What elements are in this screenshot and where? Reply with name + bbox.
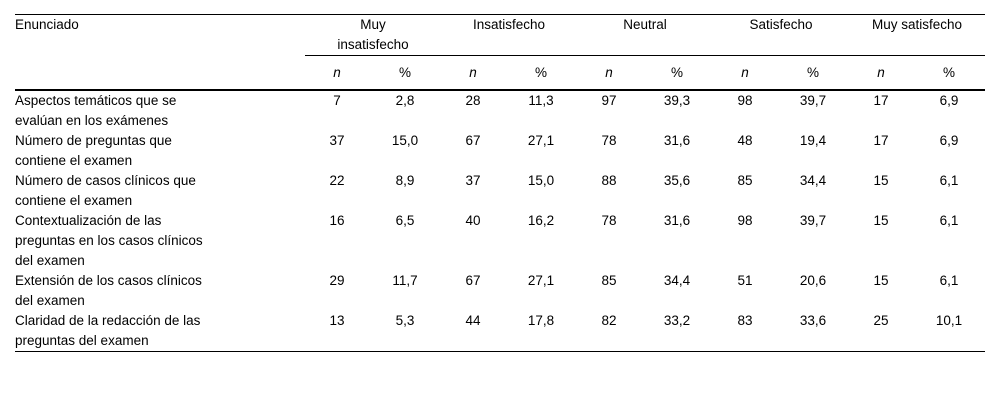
value-cell: 17,8 <box>527 313 555 328</box>
value-cell: 31,6 <box>663 133 691 148</box>
value-cell: 34,4 <box>663 273 691 288</box>
value-cell: 27,1 <box>527 273 555 288</box>
table-container: Enunciado Muy insatisfecho Insatisfecho … <box>15 14 986 352</box>
value-cell: 39,7 <box>799 213 827 228</box>
value-cell: 16,2 <box>527 213 555 228</box>
value-cell: 83 <box>737 313 753 328</box>
value-cell: 33,2 <box>663 313 691 328</box>
value-cell: 82 <box>601 313 617 328</box>
value-cell: 40 <box>465 213 481 228</box>
value-cell: 15,0 <box>391 133 419 148</box>
value-cell: 97 <box>601 93 617 108</box>
value-cell: 33,6 <box>799 313 827 328</box>
value-cell: 15 <box>873 173 889 188</box>
group-header-neutral: Neutral <box>577 14 714 56</box>
group-header-satisfecho: Satisfecho <box>713 14 850 56</box>
value-cell: 44 <box>465 313 481 328</box>
value-cell: 17 <box>873 133 889 148</box>
value-cell: 10,1 <box>935 313 963 328</box>
subheader-n: n <box>441 55 506 91</box>
subheader-pct: % <box>913 55 986 91</box>
row-label: Aspectos temáticos que se evalúan en los… <box>15 93 177 128</box>
subheader-pct: % <box>369 55 442 91</box>
value-cell: 85 <box>601 273 617 288</box>
table-row: Aspectos temáticos que se evalúan en los… <box>15 90 985 131</box>
column-header-enunciado: Enunciado <box>15 14 305 91</box>
value-cell: 22 <box>329 173 345 188</box>
value-cell: 35,6 <box>663 173 691 188</box>
subheader-pct: % <box>641 55 714 91</box>
subheader-pct: % <box>777 55 850 91</box>
subheader-n: n <box>577 55 642 91</box>
value-cell: 25 <box>873 313 889 328</box>
row-label: Claridad de la redacción de las pregunta… <box>15 313 201 348</box>
group-header-row: Enunciado Muy insatisfecho Insatisfecho … <box>15 14 986 91</box>
value-cell: 7 <box>333 93 341 108</box>
value-cell: 15 <box>873 213 889 228</box>
value-cell: 11,7 <box>392 273 418 288</box>
value-cell: 8,9 <box>395 173 415 188</box>
value-cell: 37 <box>329 133 345 148</box>
value-cell: 48 <box>737 133 753 148</box>
subheader-n: n <box>305 55 369 91</box>
value-cell: 29 <box>329 273 345 288</box>
group-header-muy-satisfecho: Muy satisfecho <box>849 14 986 56</box>
value-cell: 37 <box>465 173 481 188</box>
row-label: Número de casos clínicos que contiene el… <box>15 173 196 208</box>
value-cell: 27,1 <box>527 133 555 148</box>
subheader-n: n <box>849 55 914 91</box>
table-row: Número de casos clínicos que contiene el… <box>15 171 985 211</box>
value-cell: 6,9 <box>939 93 959 108</box>
value-cell: 6,1 <box>939 213 959 228</box>
value-cell: 31,6 <box>663 213 691 228</box>
value-cell: 85 <box>737 173 753 188</box>
value-cell: 19,4 <box>799 133 827 148</box>
value-cell: 67 <box>465 273 481 288</box>
value-cell: 51 <box>737 273 753 288</box>
subheader-row: n % n % n % n % n % <box>15 55 986 91</box>
value-cell: 98 <box>737 213 753 228</box>
value-cell: 67 <box>465 133 481 148</box>
value-cell: 11,3 <box>528 93 554 108</box>
group-header-muy-insatisfecho: Muy insatisfecho <box>305 14 442 56</box>
table-row: Claridad de la redacción de las pregunta… <box>15 311 985 352</box>
value-cell: 2,8 <box>395 93 415 108</box>
value-cell: 15,0 <box>527 173 555 188</box>
value-cell: 13 <box>329 313 345 328</box>
table-row: Contextualización de las preguntas en lo… <box>15 211 985 271</box>
value-cell: 5,3 <box>395 313 415 328</box>
value-cell: 39,3 <box>663 93 691 108</box>
row-label: Contextualización de las preguntas en lo… <box>15 213 203 268</box>
table-row: Extensión de los casos clínicos del exam… <box>15 271 985 311</box>
value-cell: 6,5 <box>395 213 415 228</box>
value-cell: 34,4 <box>799 173 827 188</box>
row-label: Extensión de los casos clínicos del exam… <box>15 273 202 308</box>
value-cell: 78 <box>601 133 617 148</box>
value-cell: 88 <box>601 173 617 188</box>
row-label: Número de preguntas que contiene el exam… <box>15 133 172 168</box>
value-cell: 78 <box>601 213 617 228</box>
value-cell: 98 <box>737 93 753 108</box>
subheader-n: n <box>713 55 778 91</box>
satisfaction-results-table: Enunciado Muy insatisfecho Insatisfecho … <box>15 14 986 352</box>
value-cell: 28 <box>465 93 481 108</box>
value-cell: 6,1 <box>939 173 959 188</box>
value-cell: 15 <box>873 273 889 288</box>
value-cell: 16 <box>329 213 345 228</box>
subheader-pct: % <box>505 55 578 91</box>
value-cell: 6,9 <box>939 133 959 148</box>
value-cell: 17 <box>873 93 889 108</box>
group-header-insatisfecho: Insatisfecho <box>441 14 578 56</box>
table-row: Número de preguntas que contiene el exam… <box>15 131 985 171</box>
value-cell: 6,1 <box>939 273 959 288</box>
value-cell: 39,7 <box>799 93 827 108</box>
value-cell: 20,6 <box>799 273 827 288</box>
